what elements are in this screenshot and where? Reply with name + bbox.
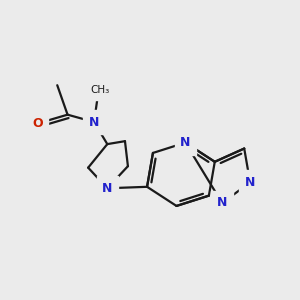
Text: N: N <box>245 176 255 189</box>
Text: CH₃: CH₃ <box>90 85 110 94</box>
Text: N: N <box>89 116 99 128</box>
Text: O: O <box>32 117 43 130</box>
Text: N: N <box>102 182 112 195</box>
Text: N: N <box>217 196 227 209</box>
Text: N: N <box>180 136 190 149</box>
